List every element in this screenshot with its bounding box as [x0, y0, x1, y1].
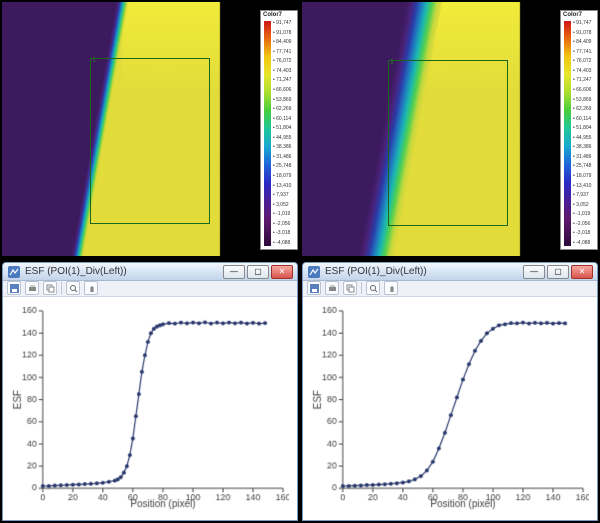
save-icon[interactable] — [307, 281, 321, 295]
toolbar-divider — [61, 282, 62, 294]
minimize-button[interactable]: — — [223, 265, 245, 279]
heatmap-panel-right: 1 Color7 • 91,747• 91,078• 84,409• 77,74… — [300, 0, 600, 260]
plot-window-left: ESF (POI(1)_Div(Left)) — ▢ ✕ — [2, 262, 298, 521]
layout-grid: 1 Color7 • 91,747• 91,078• 84,409• 77,74… — [0, 0, 600, 523]
print-icon[interactable] — [325, 281, 339, 295]
heatmap-panel-left: 1 Color7 • 91,747• 91,078• 84,409• 77,74… — [0, 0, 300, 260]
heatmap-canvas-right[interactable] — [302, 2, 560, 256]
copy-icon[interactable] — [43, 281, 57, 295]
minimize-button[interactable]: — — [523, 265, 545, 279]
zoom-icon[interactable] — [66, 281, 80, 295]
plot-window-right: ESF (POI(1)_Div(Left)) — ▢ ✕ — [302, 262, 598, 521]
window-title: ESF (POI(1)_Div(Left)) — [325, 266, 523, 277]
roi-label-right: 1 — [390, 59, 394, 66]
app-icon — [307, 265, 321, 279]
copy-icon[interactable] — [343, 281, 357, 295]
window-title: ESF (POI(1)_Div(Left)) — [25, 266, 223, 277]
plot-panel-right: ESF (POI(1)_Div(Left)) — ▢ ✕ — [300, 260, 600, 523]
save-icon[interactable] — [7, 281, 21, 295]
hand-icon[interactable] — [84, 281, 98, 295]
close-button[interactable]: ✕ — [571, 265, 593, 279]
window-titlebar[interactable]: ESF (POI(1)_Div(Left)) — ▢ ✕ — [303, 263, 597, 281]
colorbar-strip — [564, 21, 571, 246]
colorbar-labels: • 91,747• 91,078• 84,409• 77,741• 76,072… — [573, 21, 597, 246]
close-button[interactable]: ✕ — [271, 265, 293, 279]
colorbar-right: Color7 • 91,747• 91,078• 84,409• 77,741•… — [560, 10, 598, 250]
maximize-button[interactable]: ▢ — [547, 265, 569, 279]
toolbar-divider — [361, 282, 362, 294]
esf-plot-left[interactable] — [7, 303, 289, 516]
colorbar-title: Color7 — [561, 11, 597, 19]
colorbar-left: Color7 • 91,747• 91,078• 84,409• 77,741•… — [260, 10, 298, 250]
zoom-icon[interactable] — [366, 281, 380, 295]
colorbar-strip — [264, 21, 271, 246]
heatmap-canvas-left[interactable] — [2, 2, 260, 256]
plot-toolbar — [3, 281, 297, 296]
print-icon[interactable] — [25, 281, 39, 295]
esf-plot-right[interactable] — [307, 303, 589, 516]
plot-toolbar — [303, 281, 597, 296]
hand-icon[interactable] — [384, 281, 398, 295]
colorbar-labels: • 91,747• 91,078• 84,409• 77,741• 76,072… — [273, 21, 297, 246]
window-titlebar[interactable]: ESF (POI(1)_Div(Left)) — ▢ ✕ — [3, 263, 297, 281]
plot-panel-left: ESF (POI(1)_Div(Left)) — ▢ ✕ — [0, 260, 300, 523]
maximize-button[interactable]: ▢ — [247, 265, 269, 279]
roi-label-left: 1 — [92, 57, 96, 64]
colorbar-title: Color7 — [261, 11, 297, 19]
app-icon — [7, 265, 21, 279]
